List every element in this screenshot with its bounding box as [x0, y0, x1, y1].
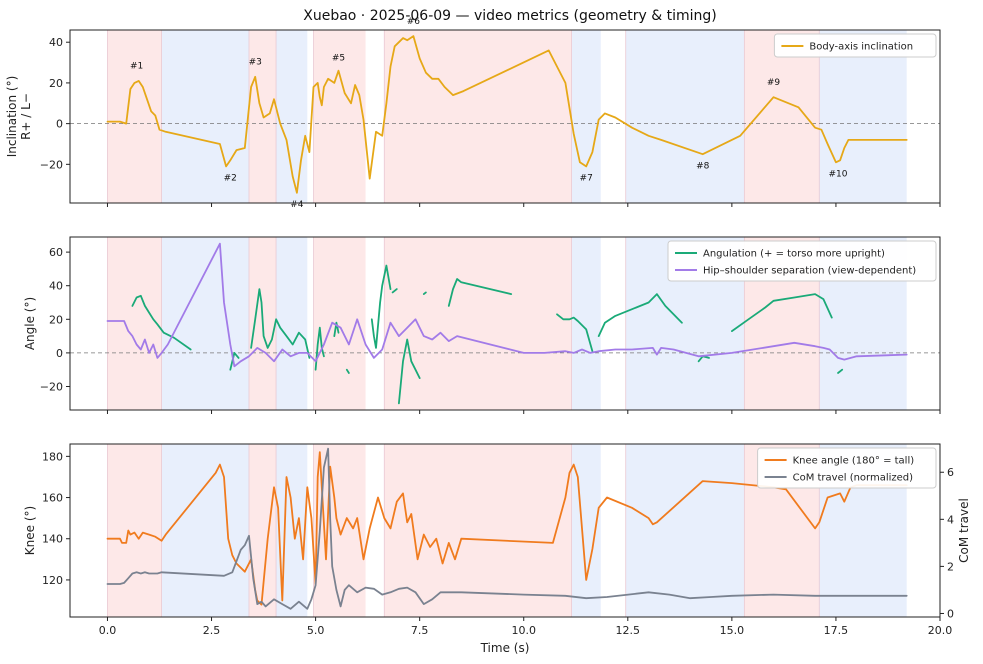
phase-band-2	[161, 237, 249, 410]
y-tick-label: 20	[49, 77, 63, 90]
series-line-1-seg-8	[391, 288, 398, 294]
phase-band-4	[276, 237, 308, 410]
y-axis-label: Inclination (°)	[5, 76, 19, 158]
peak-annotation: #9	[767, 78, 781, 88]
peak-annotation: #4	[290, 200, 304, 210]
phase-band-10	[819, 30, 907, 203]
phase-band-1	[107, 30, 162, 203]
legend-box	[757, 447, 937, 489]
series-line-1-seg-15	[731, 293, 833, 333]
x-tick-label: 12.5	[616, 624, 641, 637]
series-line-1-seg-1	[106, 35, 908, 194]
phase-band-4	[276, 444, 308, 617]
phase-band-1	[107, 237, 162, 410]
series-line-1-seg-1	[106, 451, 908, 606]
phase-band-1	[107, 444, 162, 617]
y-tick-label: 0	[56, 118, 63, 131]
peak-annotation: #2	[224, 174, 237, 184]
series-line-1-seg-10	[422, 291, 427, 296]
knee-panel: 120 140 160 180 0.0 2.5 5.0 7.5 10.0 12.5 15.0 17.5…	[23, 443, 971, 637]
series-line-1-seg-1	[131, 294, 192, 351]
legend-entry: Angulation (+ = torso more upright)	[703, 249, 885, 260]
x-tick-label: 0.0	[99, 624, 117, 637]
inclination-panel: #1 #2 #3 #4 #5 #6 #7 #8 #9 #10 −20 0 20 40 Inclination…	[5, 17, 941, 210]
phase-band-7	[571, 237, 601, 410]
series-line-1-seg-2	[229, 351, 240, 371]
x-tick-label: 5.0	[307, 624, 325, 637]
phase-band-5	[313, 30, 366, 203]
y-tick-label: 180	[42, 450, 63, 463]
y-tick-label: 40	[49, 36, 63, 49]
legend-entry: Knee angle (180° = tall)	[793, 456, 915, 467]
series-line-1-seg-12	[556, 313, 594, 353]
peak-annotation: #10	[829, 170, 848, 180]
phase-band-2	[161, 30, 249, 203]
axes-frame	[69, 443, 941, 618]
y2-tick-label: 0	[947, 607, 954, 620]
y-tick-label: −20	[40, 158, 63, 171]
legend-entry: Body-axis inclination	[809, 42, 913, 53]
legend: Angulation (+ = torso more upright) Hip–s…	[667, 240, 937, 282]
x-axis-label: Time (s)	[480, 641, 530, 655]
peak-annotation: #5	[332, 54, 345, 64]
legend-entry: CoM travel (normalized)	[793, 473, 914, 484]
y-tick-label: 0	[56, 347, 63, 360]
y-axis-label: R+ / L−	[19, 93, 33, 140]
series-line-1-seg-3	[250, 288, 311, 359]
x-tick-label: 7.5	[411, 624, 429, 637]
y-tick-label: 20	[49, 313, 63, 326]
legend-box	[667, 240, 937, 282]
phase-band-6	[384, 30, 572, 203]
y-tick-label: 40	[49, 280, 63, 293]
phase-band-4	[276, 30, 308, 203]
series-line-1-seg-6	[345, 368, 350, 374]
phase-band-2	[161, 444, 249, 617]
y-tick-label: 60	[49, 246, 63, 259]
series-line-1-seg-16	[837, 368, 844, 374]
y2-tick-label: 2	[947, 560, 954, 573]
phase-band-8	[625, 30, 745, 203]
series-line-1-seg-13	[597, 293, 683, 338]
legend: Knee angle (180° = tall) CoM travel (norm…	[757, 447, 937, 489]
y2-tick-label: 6	[947, 466, 954, 479]
peak-annotation: #1	[130, 62, 143, 72]
axes-frame	[69, 236, 941, 411]
series-line-2-seg-1	[106, 447, 908, 610]
y-tick-label: −20	[40, 380, 63, 393]
legend-entry: Hip–shoulder separation (view-dependent)	[703, 266, 916, 277]
phase-band-5	[313, 237, 366, 410]
phase-band-7	[571, 30, 601, 203]
series-line-1-seg-11	[447, 278, 513, 307]
x-tick-label: 2.5	[203, 624, 221, 637]
x-tick-label: 17.5	[824, 624, 849, 637]
y2-tick-label: 4	[947, 513, 954, 526]
chart-title: Xuebao · 2025-06-09 — video metrics (geo…	[303, 8, 717, 24]
series-line-1-seg-9	[397, 338, 421, 405]
secondary-y-axis-label: CoM travel	[957, 498, 971, 563]
angle-panel: −20 0 20 40 60 Angle (°) Angulation (+ = torso…	[23, 236, 941, 414]
y-tick-label: 160	[42, 492, 63, 505]
phase-band-6	[384, 444, 572, 617]
series-line-1-seg-7	[370, 264, 392, 349]
y-axis-label: Knee (°)	[23, 506, 37, 555]
y-tick-label: 140	[42, 533, 63, 546]
x-tick-label: 10.0	[511, 624, 536, 637]
peak-annotation: #3	[249, 58, 262, 68]
axes-frame	[69, 29, 941, 204]
peak-annotation: #8	[696, 161, 710, 171]
x-tick-label: 15.0	[720, 624, 745, 637]
phase-band-8	[625, 444, 745, 617]
phase-band-6	[384, 237, 572, 410]
series-line-2-seg-1	[106, 242, 908, 368]
peak-annotation: #7	[580, 174, 593, 184]
y-axis-label: Angle (°)	[23, 297, 37, 350]
series-line-1-seg-5	[333, 321, 340, 338]
series-line-1-seg-4	[314, 326, 325, 371]
y-tick-label: 120	[42, 574, 63, 587]
legend-box	[773, 33, 937, 58]
peak-annotation: #6	[407, 17, 421, 27]
legend: Body-axis inclination	[773, 33, 937, 58]
x-tick-label: 20.0	[928, 624, 953, 637]
